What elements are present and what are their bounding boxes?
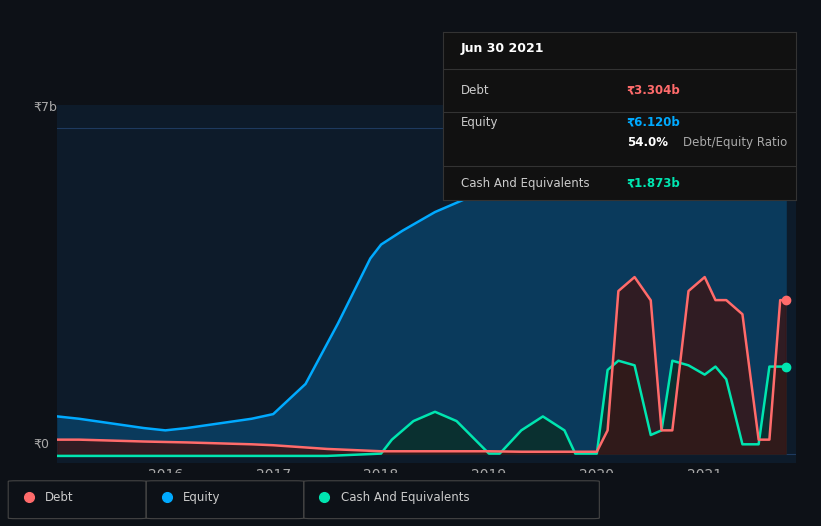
Text: ₹6.120b: ₹6.120b — [627, 116, 681, 129]
Text: Cash And Equivalents: Cash And Equivalents — [341, 491, 470, 503]
Text: ₹7b: ₹7b — [33, 102, 57, 114]
Text: Debt/Equity Ratio: Debt/Equity Ratio — [683, 136, 787, 149]
Text: Equity: Equity — [183, 491, 221, 503]
Text: ₹3.304b: ₹3.304b — [627, 84, 681, 97]
Text: 54.0%: 54.0% — [627, 136, 668, 149]
Text: ₹0: ₹0 — [33, 438, 48, 451]
Text: Jun 30 2021: Jun 30 2021 — [461, 42, 544, 55]
Text: Equity: Equity — [461, 116, 498, 129]
Text: Debt: Debt — [461, 84, 489, 97]
Text: ₹1.873b: ₹1.873b — [627, 177, 681, 189]
Text: Debt: Debt — [45, 491, 74, 503]
Text: Cash And Equivalents: Cash And Equivalents — [461, 177, 589, 189]
